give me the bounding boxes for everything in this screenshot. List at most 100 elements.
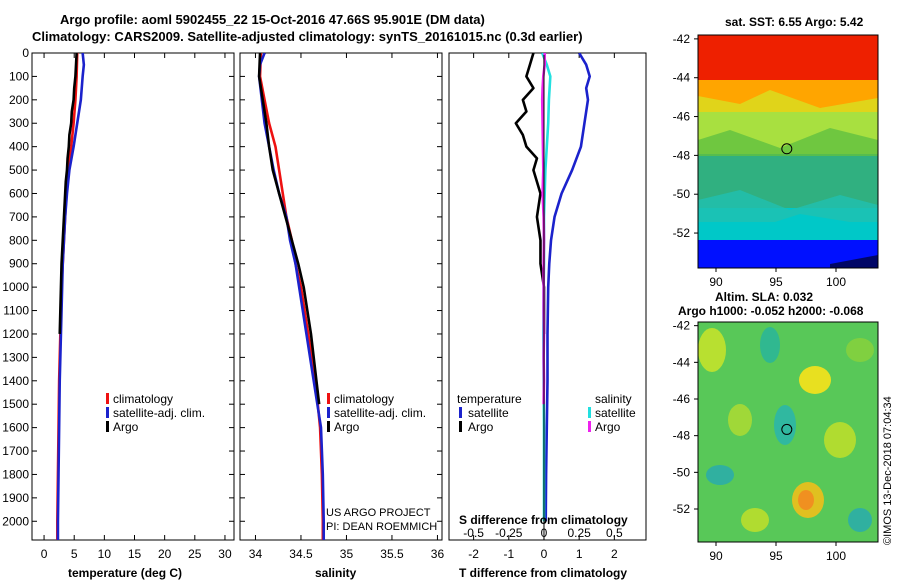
credit-pi: PI: DEAN ROEMMICH [326,521,437,533]
lat-tick-label: -46 [673,392,691,406]
salinity-panel: 34 34.5 35 35.5 36 salinity climatology sate… [239,52,445,580]
depth-tick-label: 700 [9,210,29,224]
depth-tick-label: 600 [9,186,29,200]
lat-tick-label: -44 [673,355,691,369]
series-line-temperature-argo [514,53,546,334]
x-tick-label: 15 [128,547,142,561]
difference-xlabel: T difference from climatology [459,566,627,580]
lon-tick-label: 95 [769,549,783,563]
sst-band-warm [698,35,878,80]
x-tick-label: -2 [468,547,479,561]
depth-tick-label: 1300 [2,350,29,364]
lon-tick-label: 100 [826,275,846,289]
legend-swatch-argo [106,421,109,432]
sst-map: sat. SST: 6.55 Argo: 5.42 -42 -44 -46 -48 -5… [673,15,879,289]
difference-series [514,53,592,540]
title-line-2: Climatology: CARS2009. Satellite-adjuste… [32,29,583,44]
legend-s-satellite: satellite [595,406,636,420]
depth-tick-label: 2000 [2,514,29,528]
lat-tick-label: -46 [673,110,691,124]
temperature-series [56,53,86,540]
sla-lon-ticks: 90 95 100 [709,542,846,563]
salinity-x-ticks: 34 34.5 35 35.5 36 [249,53,445,561]
legend-climatology: climatology [113,392,173,406]
series-line-argo [257,53,321,405]
series-line-argo [58,53,78,334]
temperature-x-ticks: 0 5 10 15 20 25 30 [41,53,232,561]
depth-tick-label: 1700 [2,444,29,458]
legend-swatch-t-satellite [459,407,462,418]
x-tick-label: 2 [611,547,618,561]
lat-tick-label: -42 [673,319,691,333]
legend-satellite: satellite-adj. clim. [113,406,205,420]
difference-legend: temperature satellite Argo salinity sate… [457,392,636,434]
lat-tick-label: -42 [673,32,691,46]
depth-tick-label: 1800 [2,467,29,481]
sla-argo-position [781,423,793,435]
top-tick-label: 0.5 [606,526,623,540]
legend-swatch-s-satellite [588,407,591,418]
depth-tick-label: 800 [9,233,29,247]
x-tick-label: 30 [218,547,232,561]
sla-map-title-1: Altim. SLA: 0.032 [715,290,813,304]
top-tick-label: -0.25 [495,526,523,540]
sst-argo-position [781,143,793,155]
legend-swatch-climatology [327,393,330,404]
lon-tick-label: 90 [709,549,723,563]
lat-tick-label: -44 [673,71,691,85]
temperature-panel: 0 5 10 15 20 25 30 0 100 200 300 400 500 600 700 800 90… [2,46,235,580]
x-tick-label: 0 [41,547,48,561]
series-line-temperature-satellite [544,53,592,522]
x-tick-label: 25 [188,547,202,561]
x-tick-label: 1 [576,547,583,561]
depth-tick-label: 100 [9,69,29,83]
depth-tick-label: 1500 [2,397,29,411]
legend-swatch-t-argo [459,421,462,432]
credit-project: US ARGO PROJECT [326,507,431,519]
legend-argo: Argo [113,420,139,434]
sla-map-title-2: Argo h1000: -0.052 h2000: -0.068 [678,304,864,318]
x-tick-label: 36 [431,547,445,561]
x-tick-label: 10 [98,547,112,561]
lon-tick-label: 100 [826,549,846,563]
x-tick-label: 5 [71,547,78,561]
legend-swatch-argo [327,421,330,432]
salinity-legend: climatology satellite-adj. clim. Argo [327,392,426,434]
legend-argo: Argo [334,420,360,434]
sst-lon-ticks: 90 95 100 [709,268,846,289]
title-line-1: Argo profile: aoml 5902455_22 15-Oct-201… [60,12,485,27]
legend-t-satellite: satellite [468,406,509,420]
temperature-xlabel: temperature (deg C) [68,566,182,580]
depth-tick-label: 500 [9,163,29,177]
x-tick-label: 20 [158,547,172,561]
legend-swatch-satellite [106,407,109,418]
legend-swatch-s-argo [588,421,591,432]
x-tick-label: -1 [503,547,514,561]
depth-tick-label: 1000 [2,280,29,294]
salinity-series [257,53,326,540]
legend-salinity-title: salinity [595,392,632,406]
salinity-depth-axis [240,52,442,522]
lat-tick-label: -52 [673,502,691,516]
depth-tick-label: 0 [22,46,29,60]
lat-tick-label: -50 [673,465,691,479]
lat-tick-label: -48 [673,429,691,443]
lat-tick-label: -48 [673,148,691,162]
legend-t-argo: Argo [468,420,494,434]
legend-climatology: climatology [334,392,394,406]
depth-tick-label: 1600 [2,421,29,435]
x-tick-label: 35 [340,547,354,561]
depth-tick-label: 1400 [2,374,29,388]
sla-lat-ticks: -42 -44 -46 -48 -50 -52 [673,319,698,516]
temperature-depth-axis: 0 100 200 300 400 500 600 700 800 900 1000 1100 1200… [2,46,234,528]
sla-map: Altim. SLA: 0.032 Argo h1000: -0.052 h20… [673,290,894,563]
depth-tick-label: 400 [9,140,29,154]
depth-tick-label: 900 [9,257,29,271]
lat-tick-label: -52 [673,226,691,240]
salinity-xlabel: salinity [315,566,357,580]
sst-lat-ticks: -42 -44 -46 -48 -50 -52 [673,32,698,240]
top-tick-label: -0.5 [463,526,484,540]
sst-map-title: sat. SST: 6.55 Argo: 5.42 [725,15,864,29]
lon-tick-label: 95 [769,275,783,289]
depth-tick-label: 200 [9,93,29,107]
